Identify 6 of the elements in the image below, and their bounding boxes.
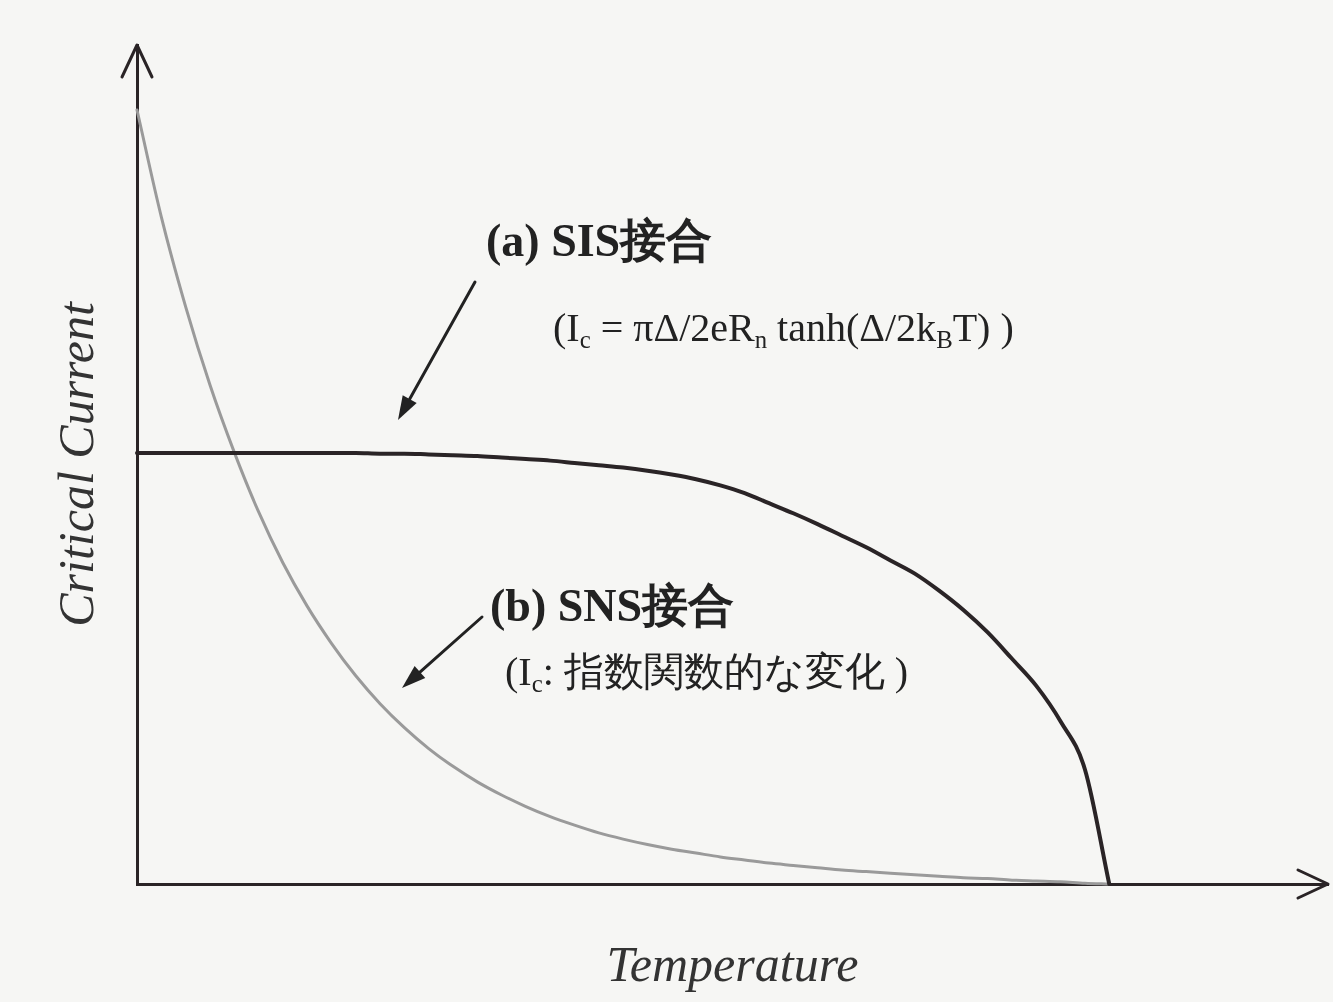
annotation: (I$_{c}$: 指数関数的な変化 ) — [505, 649, 909, 698]
annotation: (I$_{c}$ = πΔ/2eR$_{n}$ tanh(Δ/2k$_{B}$T) ) — [553, 305, 1014, 354]
x-axis-title: Temperature — [606, 936, 859, 993]
y-axis-title: Critical Current — [48, 301, 105, 627]
annotation: (a) SIS接合 — [486, 215, 713, 266]
annotation: (b) SNS接合 — [490, 580, 735, 631]
